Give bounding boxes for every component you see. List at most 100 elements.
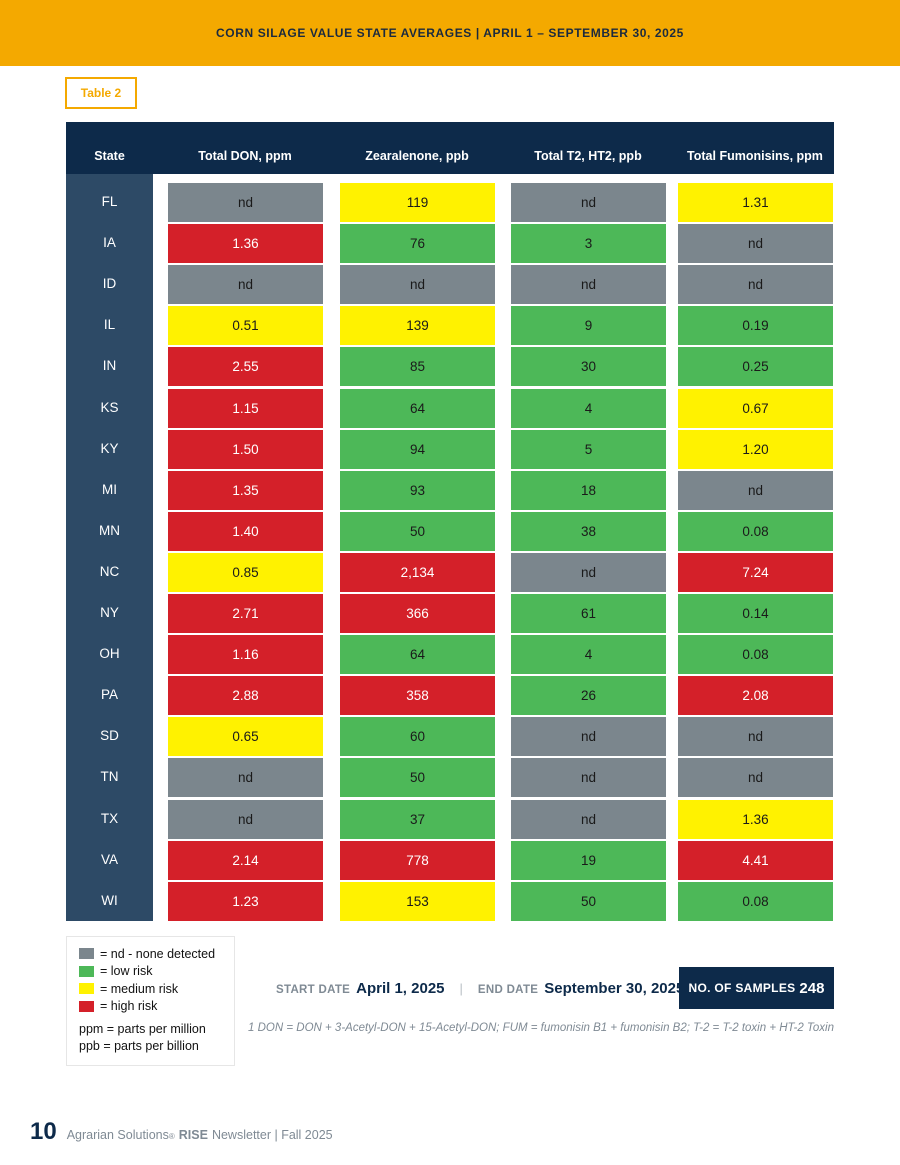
table-cell-zea: 37	[340, 799, 495, 839]
legend-item: = low risk	[79, 963, 234, 981]
newsletter-brand: RISE	[178, 1128, 208, 1142]
table-cell-zea: 358	[340, 676, 495, 716]
state-label: PA	[100, 687, 118, 703]
table-cell-t2: 38	[511, 511, 666, 551]
table-cell-fum: 1.36	[678, 799, 833, 839]
state-label: NC	[99, 563, 120, 579]
table-cell-t2: nd	[511, 183, 666, 222]
state-label: TX	[100, 810, 119, 826]
table-cell-fum: 2.08	[678, 676, 833, 716]
legend-item: = medium risk	[79, 980, 234, 998]
page-title: CORN SILAGE VALUE STATE AVERAGES | APRIL…	[216, 26, 684, 40]
table-cell-t2: nd	[511, 552, 666, 592]
table-cell-t2: 26	[511, 676, 666, 716]
table-cell-zea: 64	[340, 388, 495, 428]
legend-label: = low risk	[100, 964, 153, 979]
table-cell-don: 2.14	[168, 840, 323, 880]
legend-swatch-none	[79, 948, 94, 960]
legend-item: = nd - none detected	[79, 945, 234, 963]
column-header-t2: Total T2, HT2, ppb	[534, 149, 642, 163]
table-cell-t2: 18	[511, 470, 666, 510]
legend-label: = medium risk	[100, 981, 179, 996]
table-cell-zea: 50	[340, 511, 495, 551]
state-label: ID	[102, 276, 117, 292]
table-cell-t2: 4	[511, 388, 666, 428]
date-separator: |	[459, 981, 463, 996]
table-cell-fum: 0.08	[678, 511, 833, 551]
table-cell-fum: nd	[678, 224, 833, 264]
state-label: NY	[100, 605, 119, 620]
table-cell-zea: 139	[340, 306, 495, 346]
table-cell-zea: 50	[340, 758, 495, 798]
table-cell-t2: nd	[511, 758, 666, 798]
table-cell-don: nd	[168, 183, 323, 222]
state-label: TN	[100, 769, 119, 785]
end-date-label: END DATE	[477, 984, 539, 996]
table-cell-zea: nd	[340, 265, 495, 305]
table-cell-zea: 64	[340, 635, 495, 675]
table-cell-don: 1.23	[168, 881, 323, 921]
table-cell-fum: 0.25	[678, 347, 833, 387]
state-label: IN	[102, 358, 117, 374]
table-cell-t2: 5	[511, 429, 666, 469]
page-footer: 10 Agrarian Solutions ® RISE Newsletter …	[30, 1118, 333, 1146]
footnote: 1 DON = DON + 3-Acetyl-DON + 15-Acetyl-D…	[248, 1022, 834, 1034]
state-label: WI	[101, 892, 118, 908]
state-label: MI	[102, 481, 117, 497]
table-cell-zea: 778	[340, 840, 495, 880]
table-cell-t2: 30	[511, 347, 666, 387]
state-label: MN	[99, 522, 120, 538]
table-cell-don: 1.50	[168, 429, 323, 469]
table-cell-t2: 3	[511, 224, 666, 264]
table-header: State Total DON, ppm Zearalenone, ppb To…	[66, 122, 834, 174]
table-cell-don: 1.40	[168, 511, 323, 551]
column-header-don: Total DON, ppm	[198, 149, 292, 163]
end-date-value: September 30, 2025	[544, 980, 685, 997]
table-cell-don: 0.51	[168, 306, 323, 346]
table-cell-zea: 94	[340, 429, 495, 469]
table-cell-zea: 60	[340, 717, 495, 757]
table-cell-t2: 9	[511, 306, 666, 346]
start-date-value: April 1, 2025	[356, 980, 445, 997]
state-label: FL	[101, 194, 118, 209]
state-label: VA	[100, 851, 118, 867]
table-cell-fum: 0.08	[678, 881, 833, 921]
state-label: IA	[103, 235, 116, 251]
table-cell-t2: 19	[511, 840, 666, 880]
table-cell-don: 2.88	[168, 676, 323, 716]
samples-count: 248	[799, 979, 825, 997]
table-cell-don: nd	[168, 758, 323, 798]
table-cell-t2: nd	[511, 265, 666, 305]
table-cell-fum: 0.19	[678, 306, 833, 346]
table-cell-zea: 93	[340, 470, 495, 510]
table-cell-fum: 1.20	[678, 429, 833, 469]
state-label: OH	[99, 646, 120, 662]
table-cell-don: 0.85	[168, 552, 323, 592]
table-cell-don: 1.15	[168, 388, 323, 428]
table-cell-fum: nd	[678, 758, 833, 798]
start-date-label: START DATE	[276, 984, 351, 996]
header-banner: CORN SILAGE VALUE STATE AVERAGES | APRIL…	[0, 0, 900, 66]
state-column: FL IA ID IL IN KS KY MI MN NC NY OH PA SD TN TX VA WI	[66, 174, 153, 921]
table-cell-fum: 0.67	[678, 388, 833, 428]
state-label: KS	[100, 399, 119, 415]
issue-label: Newsletter | Fall 2025	[211, 1128, 333, 1142]
table-cell-zea: 119	[340, 183, 495, 222]
ppb-note: ppb = parts per billion	[79, 1039, 199, 1053]
table-cell-t2: nd	[511, 799, 666, 839]
table-cell-fum: 0.08	[678, 635, 833, 675]
table-label: Table 2	[65, 77, 137, 109]
table-cell-fum: nd	[678, 470, 833, 510]
table-cell-t2: 50	[511, 881, 666, 921]
samples-label: NO. OF SAMPLES	[688, 981, 796, 995]
table-cell-don: 1.16	[168, 635, 323, 675]
legend-swatch-medium	[79, 983, 94, 995]
registered-mark: ®	[168, 1132, 175, 1141]
table-cell-don: nd	[168, 265, 323, 305]
legend-label: = high risk	[100, 999, 158, 1014]
table-cell-fum: 4.41	[678, 840, 833, 880]
legend-swatch-high	[79, 1000, 94, 1012]
table-cell-zea: 153	[340, 881, 495, 921]
table-cell-don: nd	[168, 799, 323, 839]
table-cell-don: 2.71	[168, 594, 323, 633]
